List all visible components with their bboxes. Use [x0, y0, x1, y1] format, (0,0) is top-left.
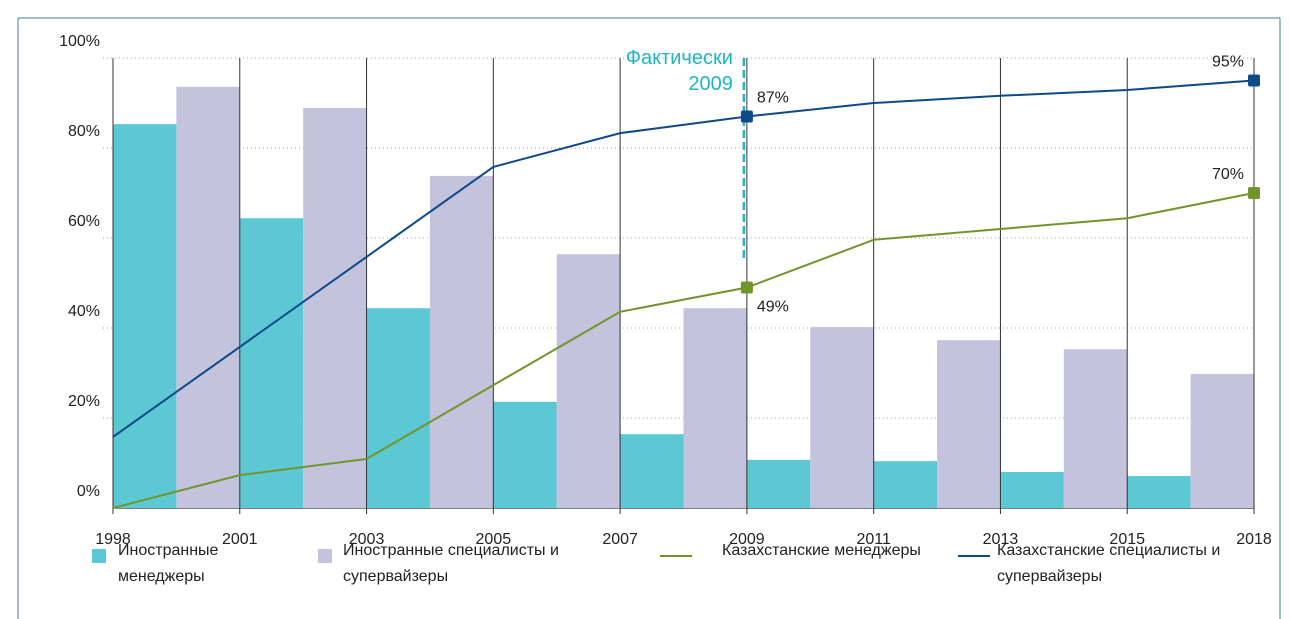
y-tick-label: 40%: [68, 303, 100, 320]
bar: [683, 308, 747, 508]
bar: [1000, 472, 1064, 508]
x-tick-label: 2011: [856, 531, 891, 548]
bar: [620, 434, 684, 508]
bar: [303, 107, 367, 508]
bar: [1190, 373, 1254, 508]
data-label: 87%: [757, 90, 789, 107]
y-tick-label: 60%: [68, 213, 100, 230]
x-tick-label: 2009: [729, 531, 765, 548]
data-label: 95%: [1212, 54, 1244, 71]
legend-swatch: [92, 549, 106, 563]
annotation: 2009: [688, 73, 733, 95]
legend-swatch: [958, 555, 990, 557]
bar: [1063, 349, 1128, 508]
x-tick-label: 2007: [602, 531, 638, 548]
legend-swatch: [318, 549, 332, 563]
marker: [1248, 74, 1260, 87]
x-tick-label: 1998: [95, 531, 131, 548]
y-tick-label: 100%: [59, 33, 100, 50]
line: [112, 79, 1255, 438]
bar: [239, 218, 304, 508]
data-label: 49%: [757, 299, 789, 316]
marker: [740, 110, 753, 123]
legend-label: Казахстанские специалисты и супервайзеры: [997, 542, 1221, 585]
bar: [873, 461, 938, 508]
x-tick-label: 2003: [349, 531, 385, 548]
annotation: Фактически: [626, 47, 733, 69]
data-label: 70%: [1212, 166, 1244, 183]
legend-label: Иностранные специалисты и супервайзеры: [343, 542, 559, 585]
legend-swatch: [660, 555, 692, 557]
marker: [1248, 187, 1260, 199]
bar: [113, 124, 177, 509]
bar: [493, 401, 557, 508]
y-tick-label: 80%: [68, 123, 100, 140]
bar: [937, 340, 1001, 508]
bar: [429, 175, 494, 508]
y-tick-label: 0%: [77, 483, 100, 500]
x-tick-label: 2013: [983, 531, 1019, 548]
marker: [740, 281, 753, 294]
bar: [176, 86, 240, 509]
bar: [366, 308, 430, 508]
legend-label: Казахстанские менеджеры: [722, 542, 921, 559]
x-tick-label: 2015: [1109, 531, 1145, 548]
bar: [556, 254, 621, 508]
line: [112, 192, 1255, 509]
bar: [1127, 476, 1191, 508]
x-tick-label: 2005: [476, 531, 512, 548]
legend-label: Иностранные менеджеры: [118, 542, 219, 585]
x-tick-label: 2001: [222, 531, 258, 548]
y-tick-label: 20%: [68, 393, 100, 410]
bar: [746, 459, 811, 508]
bar: [810, 327, 874, 508]
x-tick-label: 2018: [1236, 531, 1272, 548]
